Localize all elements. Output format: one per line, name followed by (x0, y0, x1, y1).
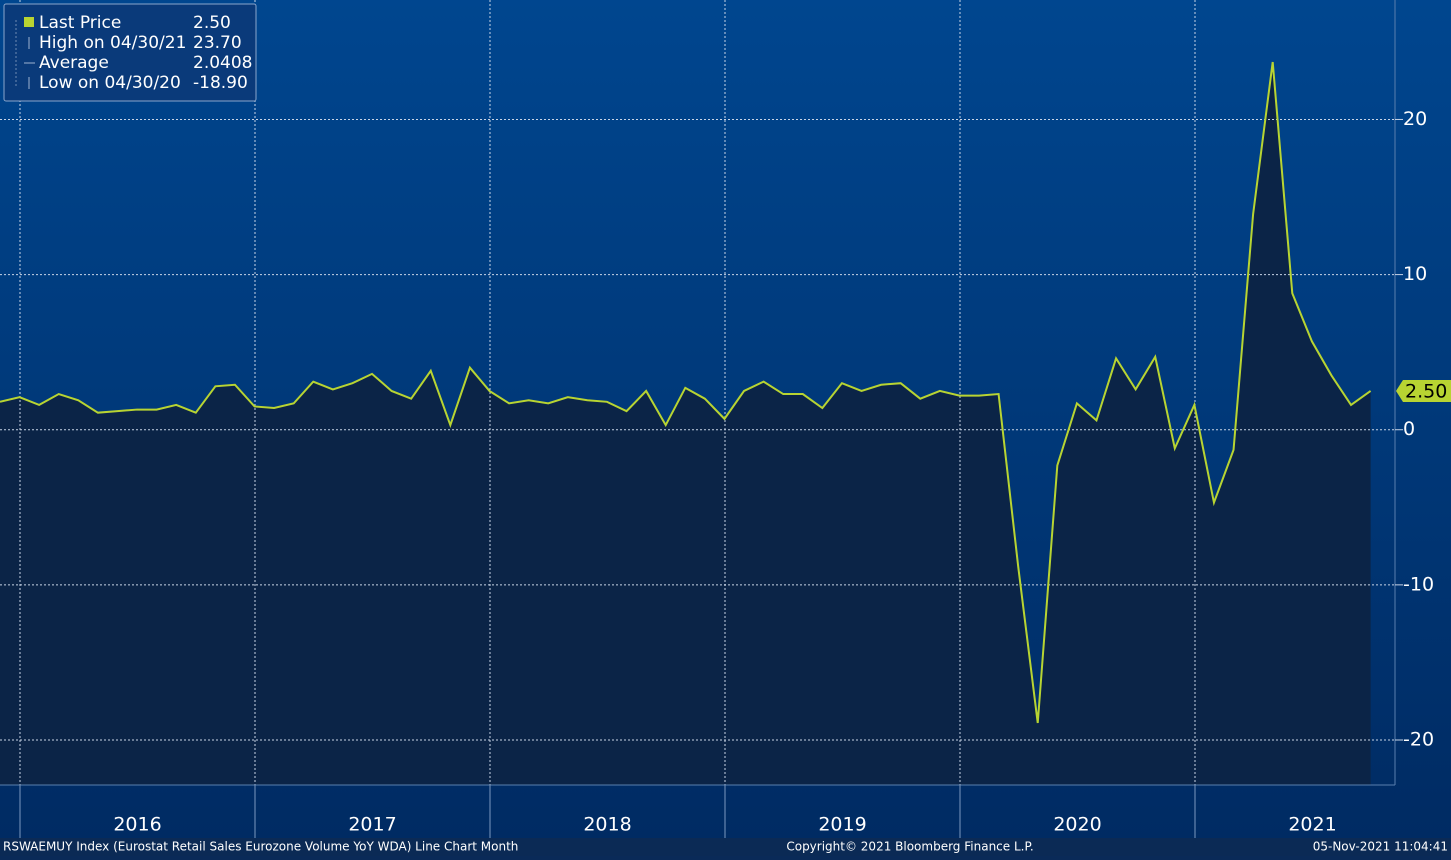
legend-swatch (24, 17, 34, 27)
line (0, 61, 1372, 724)
last-value-tag (1396, 379, 1451, 402)
footer-center: Copyright© 2021 Bloomberg Finance L.P. (786, 840, 1033, 854)
legend-label: Low on 04/30/20 (39, 73, 181, 93)
legend-label: Average (39, 53, 109, 73)
x-tick-label: 2017 (348, 814, 396, 836)
legend-label: Last Price (39, 13, 121, 33)
last-value-label: 2.50 (1405, 380, 1447, 402)
x-tick-label: 2020 (1053, 814, 1101, 836)
area-fill (0, 62, 1371, 785)
footer-left: RSWAEMUY Index (Eurostat Retail Sales Eu… (3, 840, 518, 854)
legend-value: 2.0408 (193, 53, 252, 73)
y-tick-label: -10 (1403, 573, 1434, 595)
x-tick-label: 2021 (1288, 814, 1336, 836)
legend-value: -18.90 (193, 73, 248, 93)
x-tick-label: 2018 (583, 814, 631, 836)
legend-box (3, 3, 257, 102)
x-tick-label: 2019 (818, 814, 866, 836)
plot (0, 0, 1395, 785)
footer-right: 05-Nov-2021 11:04:41 (1313, 840, 1448, 854)
legend-label: High on 04/30/21 (39, 33, 186, 53)
legend: Last Price 2.50 High on 04/30/21 23.70 A… (3, 3, 257, 102)
legend-value: 2.50 (193, 13, 231, 33)
y-tick-label: 20 (1403, 108, 1427, 130)
footer-bar (0, 838, 1451, 856)
y-tick-label: -20 (1403, 729, 1434, 751)
y-tick-label: 0 (1403, 418, 1415, 440)
y-tick-label: 10 (1403, 263, 1427, 285)
legend-value: 23.70 (193, 33, 242, 53)
x-tick-label: 2016 (113, 814, 161, 836)
